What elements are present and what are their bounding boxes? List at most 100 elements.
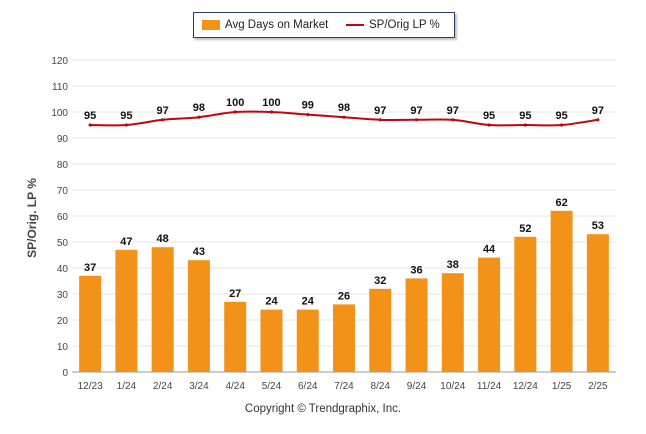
line-data-label: 100 bbox=[226, 97, 244, 109]
line-point bbox=[233, 110, 237, 114]
line-point bbox=[124, 123, 128, 127]
bar-data-label: 48 bbox=[157, 233, 169, 245]
line-data-label: 98 bbox=[193, 102, 205, 114]
legend: Avg Days on Market SP/Orig LP % bbox=[193, 12, 455, 38]
bar bbox=[369, 288, 392, 372]
bar bbox=[260, 309, 283, 372]
line-point bbox=[487, 123, 491, 127]
legend-item-bar[interactable]: Avg Days on Market bbox=[202, 19, 328, 31]
line-point bbox=[306, 113, 310, 117]
bar-data-labels: 37 47 48 43 27 24 24 26 32 36 38 44 52 62 53 bbox=[84, 197, 604, 308]
bar bbox=[333, 304, 355, 372]
y-tick-label: 0 bbox=[62, 368, 68, 379]
y-tick-label: 80 bbox=[57, 160, 69, 171]
line-data-labels: 95 95 97 98 100 100 99 98 97 97 97 95 95 95 97 bbox=[84, 97, 604, 122]
line-point bbox=[560, 123, 564, 127]
legend-line-label: SP/Orig LP % bbox=[369, 19, 440, 31]
line-data-label: 95 bbox=[519, 110, 531, 122]
y-axis-ticks: 0 10 20 30 40 50 60 70 80 90 100 110 120 bbox=[51, 56, 68, 379]
bar bbox=[187, 260, 210, 372]
x-tick-label: 2/24 bbox=[153, 381, 173, 392]
bar bbox=[79, 275, 102, 372]
x-tick-label: 7/24 bbox=[334, 381, 354, 392]
bar-series bbox=[79, 210, 609, 372]
bar-data-label: 32 bbox=[374, 275, 386, 287]
x-tick-label: 1/24 bbox=[117, 381, 137, 392]
legend-item-line[interactable]: SP/Orig LP % bbox=[346, 19, 440, 31]
line-data-label: 97 bbox=[592, 105, 604, 117]
bar-data-label: 43 bbox=[193, 246, 205, 258]
bar-data-label: 44 bbox=[483, 244, 496, 256]
y-tick-label: 40 bbox=[57, 264, 69, 275]
bar bbox=[115, 249, 138, 372]
bar bbox=[151, 247, 174, 372]
bar-data-label: 24 bbox=[302, 296, 315, 308]
y-tick-label: 90 bbox=[57, 134, 69, 145]
y-tick-label: 10 bbox=[57, 342, 69, 353]
x-tick-label: 3/24 bbox=[189, 381, 209, 392]
line-point bbox=[523, 123, 527, 127]
bar-swatch-icon bbox=[202, 20, 220, 30]
bar-data-label: 37 bbox=[84, 262, 96, 274]
line-data-label: 95 bbox=[120, 110, 132, 122]
x-tick-label: 4/24 bbox=[225, 381, 245, 392]
y-tick-label: 70 bbox=[57, 186, 69, 197]
y-tick-label: 50 bbox=[57, 238, 69, 249]
copyright: Copyright © Trendgraphix, Inc. bbox=[244, 403, 402, 415]
line-point bbox=[451, 118, 455, 122]
x-tick-label: 1/25 bbox=[552, 381, 572, 392]
x-tick-label: 11/24 bbox=[477, 381, 502, 392]
bar-data-label: 27 bbox=[229, 288, 241, 300]
line-point bbox=[161, 118, 165, 122]
line-point bbox=[414, 118, 419, 122]
line-data-label: 97 bbox=[410, 105, 422, 117]
bar bbox=[296, 309, 319, 372]
bar-data-label: 26 bbox=[338, 290, 350, 302]
x-tick-label: 8/24 bbox=[371, 381, 391, 392]
bar-data-label: 24 bbox=[265, 296, 278, 308]
legend-bar-label: Avg Days on Market bbox=[225, 19, 329, 31]
line-point bbox=[197, 115, 201, 119]
x-tick-label: 9/24 bbox=[407, 381, 427, 392]
bar bbox=[478, 257, 501, 372]
line-data-label: 95 bbox=[483, 110, 495, 122]
line-data-label: 97 bbox=[374, 105, 386, 117]
line-data-label: 98 bbox=[338, 102, 350, 114]
bar bbox=[550, 210, 573, 372]
bar-data-label: 47 bbox=[120, 236, 132, 248]
line-point bbox=[269, 110, 274, 114]
line-data-label: 95 bbox=[84, 110, 96, 122]
line-data-label: 97 bbox=[447, 105, 459, 117]
bar bbox=[224, 301, 247, 372]
x-tick-label: 10/24 bbox=[440, 381, 465, 392]
line-point bbox=[88, 123, 92, 127]
x-axis-ticks: 12/23 1/24 2/24 3/24 4/24 5/24 6/24 7/24 8/24 9/2… bbox=[78, 381, 608, 392]
bar-data-label: 62 bbox=[555, 197, 567, 209]
line-point bbox=[596, 118, 600, 122]
x-tick-label: 6/24 bbox=[298, 381, 318, 392]
x-tick-label: 12/23 bbox=[78, 381, 103, 392]
line-point bbox=[342, 115, 346, 119]
y-tick-label: 100 bbox=[51, 108, 68, 119]
y-tick-label: 20 bbox=[57, 316, 69, 327]
line-data-label: 97 bbox=[157, 105, 169, 117]
line-data-label: 100 bbox=[262, 97, 280, 109]
bar-data-label: 36 bbox=[410, 264, 422, 276]
line-series bbox=[88, 110, 600, 127]
x-tick-label: 2/25 bbox=[588, 381, 608, 392]
bar-data-label: 53 bbox=[592, 220, 604, 232]
y-axis-label: SP/Orig. LP % bbox=[25, 178, 39, 258]
line-data-label: 95 bbox=[555, 110, 567, 122]
y-tick-label: 120 bbox=[51, 56, 68, 67]
bar bbox=[405, 278, 428, 372]
bar bbox=[514, 236, 537, 372]
x-tick-label: 12/24 bbox=[513, 381, 538, 392]
x-tick-label: 5/24 bbox=[262, 381, 282, 392]
bar bbox=[441, 273, 464, 372]
line-data-label: 99 bbox=[302, 100, 314, 112]
y-tick-label: 110 bbox=[52, 82, 68, 93]
line-swatch-icon bbox=[346, 24, 364, 26]
y-tick-label: 60 bbox=[57, 212, 69, 223]
bar bbox=[586, 234, 609, 372]
